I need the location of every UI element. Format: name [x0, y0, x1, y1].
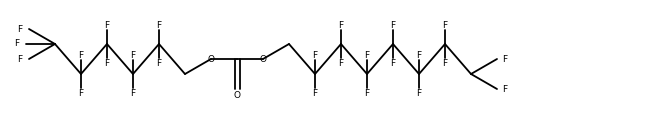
- Text: F: F: [442, 21, 448, 30]
- Text: F: F: [130, 51, 136, 59]
- Text: O: O: [208, 55, 214, 63]
- Text: F: F: [442, 59, 448, 67]
- Text: F: F: [502, 55, 507, 63]
- Text: F: F: [79, 51, 83, 59]
- Text: F: F: [130, 88, 136, 97]
- Text: F: F: [104, 59, 110, 67]
- Text: F: F: [14, 40, 19, 48]
- Text: F: F: [417, 51, 421, 59]
- Text: F: F: [312, 88, 318, 97]
- Text: F: F: [339, 21, 343, 30]
- Text: F: F: [157, 59, 161, 67]
- Text: F: F: [502, 84, 507, 93]
- Text: F: F: [390, 59, 396, 67]
- Text: F: F: [157, 21, 161, 30]
- Text: F: F: [364, 88, 370, 97]
- Text: F: F: [104, 21, 110, 30]
- Text: F: F: [417, 88, 421, 97]
- Text: F: F: [17, 55, 22, 63]
- Text: F: F: [390, 21, 396, 30]
- Text: F: F: [79, 88, 83, 97]
- Text: O: O: [233, 91, 241, 101]
- Text: F: F: [339, 59, 343, 67]
- Text: F: F: [312, 51, 318, 59]
- Text: F: F: [364, 51, 370, 59]
- Text: F: F: [17, 25, 22, 34]
- Text: O: O: [259, 55, 267, 63]
